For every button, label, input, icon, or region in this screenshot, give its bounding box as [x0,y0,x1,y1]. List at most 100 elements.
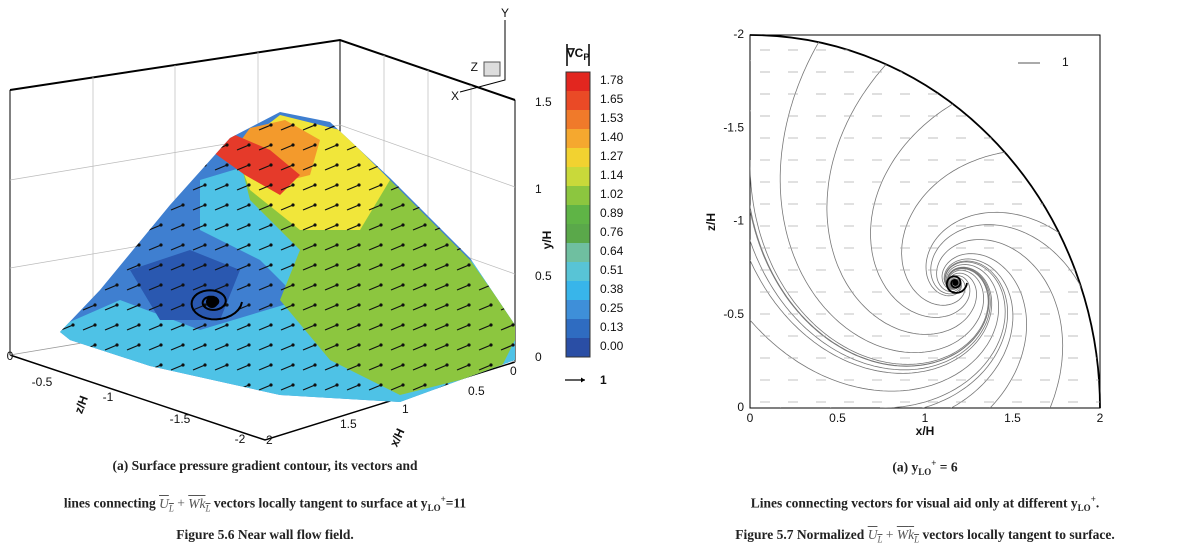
flow-vector [170,224,184,231]
flow-vector [479,105,491,110]
flow-vector-head [71,223,75,227]
flow-vector-head [247,143,251,147]
flow-vector-head [313,163,317,167]
flow-vector-head [159,263,163,267]
flow-vector-head [445,143,449,147]
flow-vector-head [379,283,383,287]
flow-vector [82,304,96,311]
flow-vector [60,124,74,131]
flow-vector-head [225,243,229,247]
flow-vector-head [467,123,471,127]
flow-vector [346,184,360,191]
flow-vector-head [225,343,229,347]
flow-vector [215,105,227,110]
y-tick-label: 0 [737,400,744,414]
flow-vector-head [291,143,295,147]
flow-vector-head [203,243,207,247]
flow-vector [500,324,514,331]
flow-vector-head [357,143,361,147]
flow-vector [258,344,272,351]
flow-vector [346,304,360,311]
flow-vector [324,204,338,211]
flow-vector [280,204,294,211]
flow-vector [104,324,118,331]
flow-vector [412,124,426,131]
flow-vector-head [445,103,448,106]
flow-vector [434,324,448,331]
flow-vector-head [291,323,295,327]
flow-vector-head [291,223,295,227]
x-tick-label: 2 [1097,411,1104,425]
flow-vector [214,324,228,331]
flow-vector [500,264,514,271]
flow-vector-head [423,303,427,307]
flow-vector [434,124,448,131]
flow-vector-head [335,283,339,287]
flow-vector-head [445,203,449,207]
flow-vector-head [533,323,536,326]
flow-vector [368,144,382,151]
flow-vector-head [225,203,229,207]
flow-vector-head [247,123,251,127]
flow-vector [280,144,294,151]
math-part: L [205,503,211,514]
flow-vector [258,264,272,271]
flow-vector [434,344,448,351]
flow-vector [456,144,470,151]
flow-vector-head [247,203,251,207]
flow-vector-head [445,323,449,327]
flow-vector-head [115,163,119,167]
streamline [901,149,1041,306]
flow-vector [60,304,74,311]
flow-vector-head [93,323,97,327]
flow-vector-head [137,343,141,347]
flow-vector-head [181,343,185,347]
flow-vector [148,284,162,291]
flow-vector [500,224,514,231]
flow-vector-head [181,163,185,167]
vector-legend: 1 [1062,55,1069,69]
flow-vector-head [489,343,493,347]
flow-vector [170,164,184,171]
flow-vector [478,244,492,251]
flow-vector [412,144,426,151]
flow-vector [170,384,184,391]
flow-vector [523,125,535,130]
flow-vector-head [379,203,383,207]
flow-vector-head [115,263,119,267]
flow-vector-head [247,243,251,247]
flow-vector [82,384,96,391]
flow-vector [258,244,272,251]
flow-vector [390,384,404,391]
z-tick-label: -0.5 [32,375,53,389]
flow-vector-head [467,143,471,147]
flow-vector-head [137,363,141,367]
flow-vector-head [225,303,229,307]
flow-vector-head [225,223,229,227]
flow-vector [390,204,404,211]
flow-vector [500,164,514,171]
flow-vector [214,124,228,131]
flow-vector [523,265,535,270]
flow-vector [346,164,360,171]
flow-vector [478,124,492,131]
vortex-core [206,296,218,308]
flow-vector [523,145,535,150]
flow-vector [60,264,74,271]
axis-label: z/H [72,394,91,416]
flow-vector [456,364,470,371]
flow-vector-head [357,223,361,227]
flow-vector-head [291,303,295,307]
flow-vector-head [313,243,317,247]
flow-vector-head [401,103,404,106]
flow-vector-head [291,383,295,387]
flow-vector [126,304,140,311]
flow-vector-head [115,383,119,387]
flow-vector [324,324,338,331]
flow-vector-head [445,123,449,127]
flow-vector-head [137,243,141,247]
caption: (a) Surface pressure gradient contour, i… [112,458,418,473]
flow-vector-head [379,363,383,367]
caption-part: vectors locally tangent to surface. [922,527,1115,542]
flow-vector-head [489,243,493,247]
